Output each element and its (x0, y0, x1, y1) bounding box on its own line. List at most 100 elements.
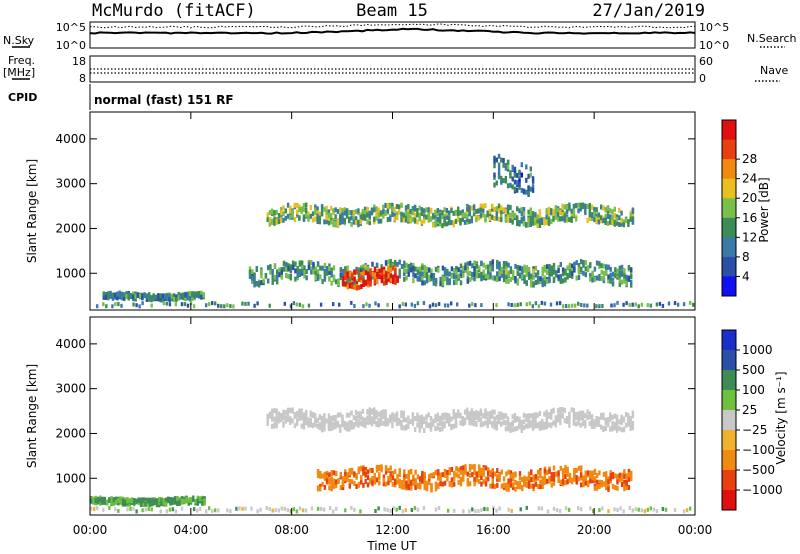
velocity-cell (432, 471, 435, 477)
power-cell (298, 268, 302, 274)
velocity-cell (341, 484, 345, 490)
power-cell (174, 302, 178, 307)
power-cell (413, 206, 417, 212)
velocity-cell (273, 408, 276, 414)
velocity-cell (160, 501, 163, 506)
power-cell (423, 264, 426, 270)
velocity-cell (384, 413, 387, 419)
velocity-cell (486, 421, 489, 427)
velocity-cell (101, 499, 104, 505)
power-cell (536, 279, 540, 285)
power-cell (606, 206, 610, 212)
power-cell (514, 263, 517, 269)
power-cell (552, 216, 555, 222)
power-cell (520, 218, 523, 224)
power-cell (111, 304, 114, 309)
power-cbar-swatch (722, 217, 736, 238)
power-cell (606, 214, 610, 220)
power-cell (631, 302, 634, 307)
power-cell (282, 205, 285, 211)
power-cell (177, 294, 180, 300)
power-cell (527, 270, 531, 276)
velocity-cell (115, 497, 118, 503)
power-cell (534, 212, 537, 218)
power-cell (382, 266, 386, 272)
power-cell (588, 212, 591, 218)
power-cell (403, 260, 406, 266)
power-cell (613, 221, 616, 227)
power-cell (530, 278, 533, 284)
power-cell (168, 302, 172, 307)
velocity-cell (394, 478, 397, 484)
velocity-cell (139, 500, 143, 506)
velocity-cell (280, 506, 283, 511)
velocity-cell (180, 498, 184, 504)
power-cell (161, 297, 164, 303)
velocity-cell (509, 470, 513, 476)
velocity-cell (595, 473, 599, 478)
power-cell (520, 187, 523, 193)
power-cell (380, 270, 384, 276)
velocity-cell (393, 416, 396, 422)
power-cell (552, 276, 556, 282)
power-cell (565, 216, 569, 222)
velocity-cell (398, 478, 401, 484)
power-cell (375, 206, 378, 212)
power-cell (305, 207, 308, 213)
power-cell (513, 166, 517, 172)
velocity-cell (513, 426, 517, 432)
velocity-cell (502, 414, 505, 420)
velocity-cell (379, 410, 383, 416)
velocity-cell (511, 414, 514, 420)
velocity-cell (518, 471, 522, 477)
velocity-cell (568, 422, 571, 428)
power-cell (184, 292, 187, 298)
velocity-cell (378, 480, 381, 486)
velocity-cell (286, 414, 290, 419)
velocity-cell (579, 422, 582, 428)
velocity-cell (589, 473, 592, 478)
velocity-cell (618, 472, 621, 478)
power-cell (466, 217, 469, 223)
velocity-cell (314, 422, 317, 428)
velocity-cell (482, 413, 485, 419)
velocity-cell (407, 469, 410, 475)
velocity-cell (325, 474, 329, 480)
power-cell (516, 215, 519, 221)
power-cell (328, 263, 331, 269)
velocity-cell (300, 415, 303, 421)
power-cell (407, 213, 410, 218)
power-cell (630, 267, 633, 273)
power-cell (354, 209, 358, 215)
power-cell (382, 205, 385, 211)
velocity-cell (541, 418, 544, 424)
velocity-cell (407, 478, 410, 484)
power-cell (370, 208, 374, 213)
velocity-cell (568, 477, 572, 483)
power-cell (358, 284, 361, 290)
velocity-cell (382, 474, 386, 480)
power-cell (307, 215, 310, 221)
power-cell (344, 281, 347, 287)
velocity-cell (402, 417, 405, 423)
power-cell (443, 207, 446, 213)
power-cell (597, 219, 601, 225)
power-cell (661, 303, 665, 308)
power-cell (538, 223, 542, 228)
power-cell (591, 272, 594, 278)
velocity-cell (577, 506, 580, 511)
power-cell (464, 265, 467, 271)
power-cell (450, 273, 454, 279)
velocity-cell (330, 481, 333, 487)
power-cell (373, 207, 376, 213)
velocity-cell (346, 472, 349, 478)
power-cell (613, 303, 616, 308)
velocity-cell (558, 508, 562, 513)
velocity-cbar-tick-label: 500 (742, 363, 765, 377)
velocity-cell (525, 413, 528, 419)
velocity-cell (384, 469, 388, 475)
velocity-cell (605, 485, 608, 491)
power-cell (416, 269, 420, 275)
velocity-cell (330, 471, 333, 477)
